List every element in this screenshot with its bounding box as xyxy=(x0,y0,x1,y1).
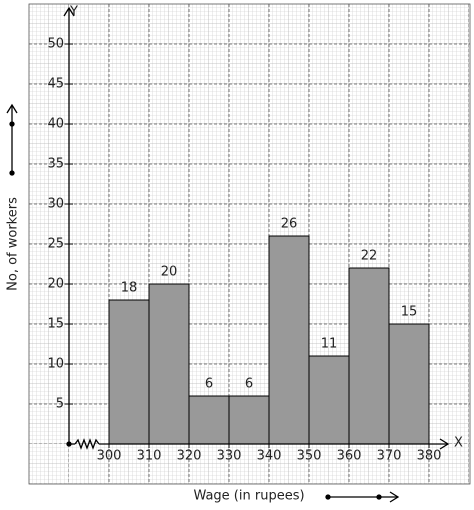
x-axis-label: Wage (in rupees) xyxy=(193,489,304,504)
bar xyxy=(268,235,310,445)
x-axis-letter: X xyxy=(454,436,463,451)
data-label: 20 xyxy=(161,265,178,280)
y-tick-label: 25 xyxy=(47,237,64,252)
x-tick-label: 370 xyxy=(377,449,402,464)
y-tick-label: 10 xyxy=(47,357,64,372)
x-tick-label: 360 xyxy=(337,449,362,464)
data-label: 26 xyxy=(281,217,298,232)
bar xyxy=(148,283,190,445)
x-tick-label: 320 xyxy=(177,449,202,464)
y-tick-label: 5 xyxy=(56,397,64,412)
bar xyxy=(348,267,390,445)
x-tick-label: 350 xyxy=(297,449,322,464)
y-tick-label: 30 xyxy=(47,197,64,212)
decorative-arrows xyxy=(6,103,400,503)
data-label: 11 xyxy=(321,337,338,352)
data-label: 18 xyxy=(121,281,138,296)
y-tick-label: 20 xyxy=(47,277,64,292)
data-label: 15 xyxy=(401,305,418,320)
y-axis-letter: Y xyxy=(69,5,78,20)
y-axis-label: No, of workers xyxy=(6,197,21,291)
x-tick-label: 310 xyxy=(137,449,162,464)
axes xyxy=(63,6,450,450)
y-tick-label: 35 xyxy=(47,157,64,172)
data-label: 6 xyxy=(205,377,213,392)
data-label: 22 xyxy=(361,249,378,264)
bar xyxy=(308,355,350,445)
x-tick-label: 340 xyxy=(257,449,282,464)
x-tick-label: 330 xyxy=(217,449,242,464)
x-tick-label: 300 xyxy=(97,449,122,464)
bar xyxy=(388,323,430,445)
bar xyxy=(188,395,230,445)
y-tick-label: 15 xyxy=(47,317,64,332)
x-tick-label: 380 xyxy=(417,449,442,464)
bar xyxy=(228,395,270,445)
y-tick-label: 50 xyxy=(47,37,64,52)
y-tick-label: 45 xyxy=(47,77,64,92)
y-tick-label: 40 xyxy=(47,117,64,132)
bar xyxy=(108,299,150,445)
data-label: 6 xyxy=(245,377,253,392)
